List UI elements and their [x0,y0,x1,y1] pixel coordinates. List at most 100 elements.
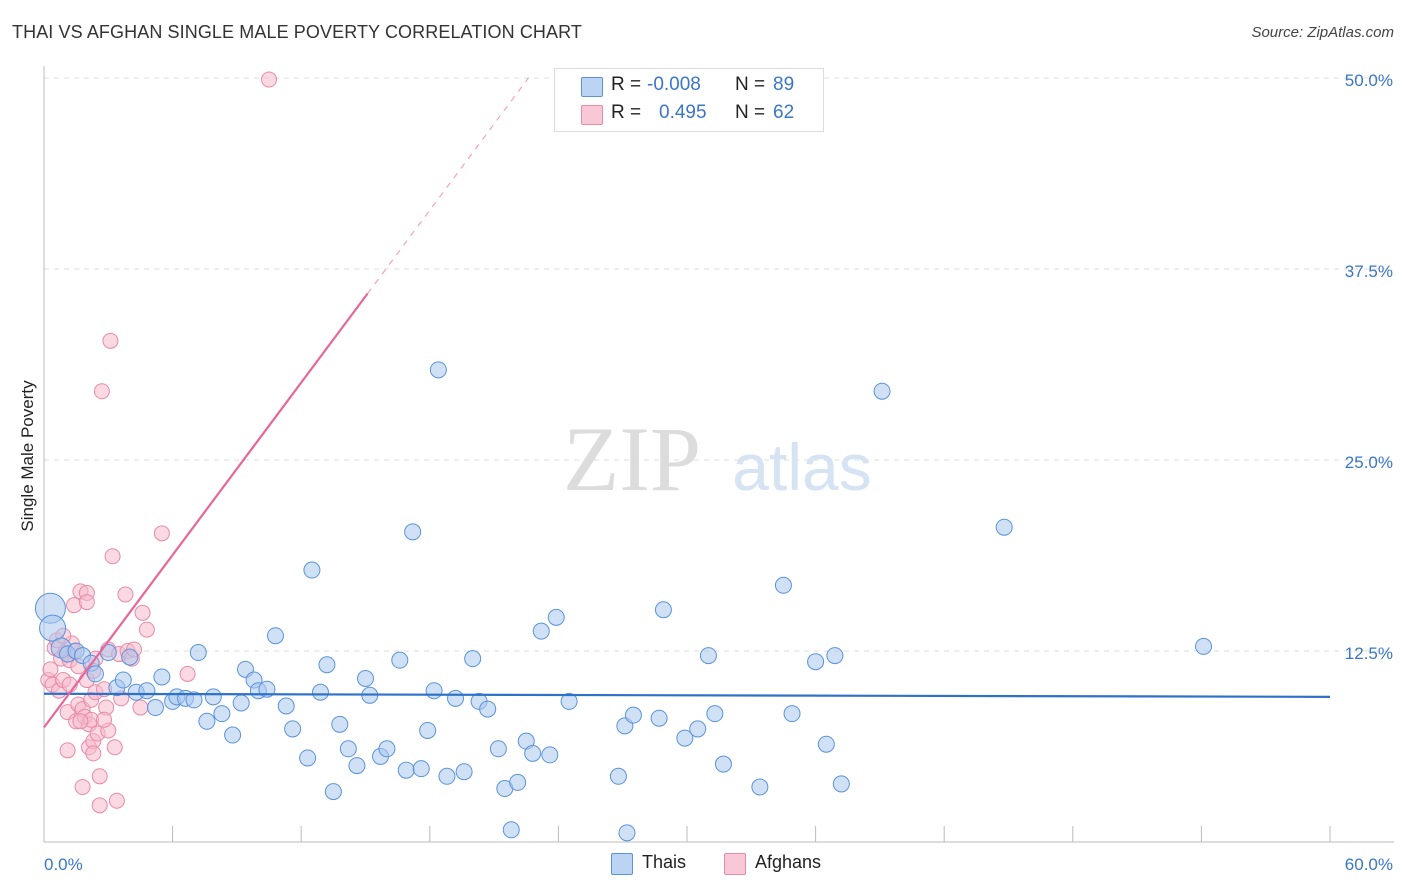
afghans-point [153,525,170,542]
thais-point [391,651,409,669]
thais-point [303,561,321,579]
thais-n-value: 89 [773,74,795,95]
thais-point [489,740,507,758]
thais-point [509,773,527,791]
thais-point [224,726,242,744]
thais-stat-row: R = -0.008 N = 89 [611,74,811,100]
legend-thais-swatch[interactable] [611,853,633,875]
afghans-point [72,713,89,730]
thais-point [624,706,642,724]
afghans-trend-line [43,292,369,729]
afghans-point [179,665,196,682]
trend-lines [43,77,1331,729]
afghans-point [261,71,278,88]
thais-point [311,683,329,701]
thais-n-label: N = [735,74,766,95]
thais-point [348,757,366,775]
thais-point [39,614,67,642]
afghans-point [134,604,151,621]
tick-labels: 12.5% 25.0% 37.5% 50.0% 0.0% 60.0% [44,71,1393,874]
afghans-n-value: 62 [773,102,795,123]
thais-point [404,523,422,541]
thais-r-label: R = [611,74,642,95]
thais-point [397,761,415,779]
thais-point [502,821,520,839]
afghans-n-label: N = [735,102,766,123]
thais-point [324,783,342,801]
stats-box: R = -0.008 N = 89 R = 0.495 N = 62 [554,68,824,132]
afghans-point [117,586,134,603]
thais-point [751,778,769,796]
y-axis-label: Single Male Poverty [18,380,37,532]
thais-point [284,720,302,738]
thais-point [560,692,578,710]
thais-stat-swatch [581,77,603,97]
thais-point [783,705,801,723]
afghans-point [93,383,110,400]
thais-point [676,729,694,747]
afghans-point [91,797,108,814]
afghans-point [108,792,125,809]
watermark: ZIP atlas [563,408,872,510]
thais-point [826,647,844,665]
thais-point [774,576,792,594]
thais-point [378,740,396,758]
afghans-point [104,548,121,565]
watermark-zip: ZIP [563,408,701,510]
y-tick-label: 25.0% [1345,453,1393,472]
axes [43,66,1394,843]
thais-point [699,647,717,665]
thais-point [204,688,222,706]
thais-point [817,735,835,753]
legend-thais-label[interactable]: Thais [642,852,687,872]
watermark-atlas: atlas [732,430,871,504]
thais-point [706,705,724,723]
thais-point [438,767,456,785]
afghans-r-label: R = [611,102,642,123]
thais-point [412,760,430,778]
afghans-point [85,745,102,762]
thais-point [455,763,473,781]
thais-point [479,700,497,718]
afghans-point [96,711,113,728]
thais-point [609,767,627,785]
legend-afghans-swatch[interactable] [724,853,746,875]
thais-point [714,755,732,773]
afghans-point [59,742,76,759]
thais-point [618,824,636,842]
thais-point [258,680,276,698]
thais-point [357,670,374,688]
thais-point [429,361,447,379]
thais-r-value: -0.008 [647,74,701,95]
thais-point [654,601,672,619]
y-tick-label: 50.0% [1345,71,1393,90]
thais-trend-line [43,692,1331,698]
legend-afghans-label[interactable]: Afghans [755,852,822,872]
chart-title: THAI VS AFGHAN SINGLE MALE POVERTY CORRE… [12,22,582,42]
afghans-point [132,699,149,716]
afghans-stat-row: R = 0.495 N = 62 [611,102,811,128]
thais-point [318,656,336,674]
y-tick-label: 12.5% [1345,644,1393,663]
thais-point [198,712,216,730]
thais-point [114,671,132,689]
thais-point [532,622,550,640]
thais-point [995,518,1013,536]
afghans-r-value: 0.495 [659,102,707,123]
thais-point [86,665,104,683]
thais-point [331,715,349,733]
thais-point [425,682,443,700]
source-label: Source: ZipAtlas.com [1251,24,1394,41]
thais-point [807,653,825,671]
thais-point [213,705,231,723]
afghans-point [78,594,95,611]
thais-point [138,682,156,700]
afghans-point [106,739,123,756]
thais-point [464,650,482,668]
thais-point [419,721,437,739]
thais-point [121,648,139,666]
thais-point [232,694,250,712]
thais-point [299,749,317,767]
thais-point [1195,637,1213,655]
